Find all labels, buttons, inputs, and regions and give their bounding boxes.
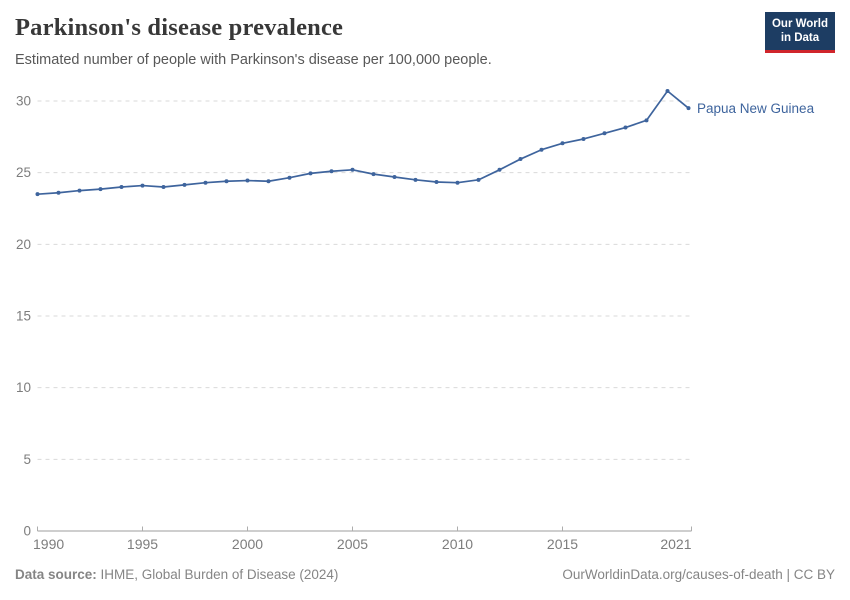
data-point[interactable] [350, 167, 355, 172]
data-point[interactable] [56, 190, 61, 195]
x-tick-label: 2015 [547, 536, 578, 552]
data-point[interactable] [287, 175, 292, 180]
data-point[interactable] [203, 180, 208, 185]
y-tick-label: 15 [16, 309, 31, 324]
data-point[interactable] [497, 167, 502, 172]
data-point[interactable] [560, 141, 565, 146]
x-tick-label: 2010 [442, 536, 473, 552]
y-tick-label: 0 [23, 524, 31, 539]
y-tick-label: 30 [16, 94, 31, 109]
owid-logo-line2: in Data [780, 31, 820, 44]
data-point[interactable] [455, 180, 460, 185]
data-point[interactable] [245, 178, 250, 183]
data-point[interactable] [119, 185, 124, 190]
data-point[interactable] [665, 88, 670, 93]
data-source-label: Data source: [15, 567, 97, 582]
data-source: Data source: IHME, Global Burden of Dise… [15, 566, 338, 583]
x-tick-label: 2000 [232, 536, 263, 552]
data-point[interactable] [98, 187, 103, 192]
y-tick-label: 5 [23, 452, 31, 467]
data-point[interactable] [182, 182, 187, 187]
x-tick-label: 1995 [127, 536, 158, 552]
data-point[interactable] [602, 131, 607, 136]
data-point[interactable] [140, 183, 145, 188]
data-point[interactable] [77, 188, 82, 193]
data-point[interactable] [644, 118, 649, 123]
data-point[interactable] [623, 125, 628, 130]
data-point[interactable] [434, 179, 439, 184]
owid-logo-line1: Our World [771, 18, 828, 30]
entity-label[interactable]: Papua New Guinea [697, 101, 815, 116]
page-subtitle: Estimated number of people with Parkinso… [15, 52, 492, 68]
data-point[interactable] [308, 171, 313, 176]
data-point[interactable] [329, 169, 334, 174]
footer: Data source: IHME, Global Burden of Dise… [15, 566, 835, 583]
data-point[interactable] [392, 174, 397, 179]
data-point[interactable] [371, 172, 376, 177]
data-point[interactable] [413, 177, 418, 182]
data-line[interactable] [36, 90, 690, 196]
data-point[interactable] [581, 136, 586, 141]
data-point[interactable] [518, 157, 523, 162]
data-point[interactable] [686, 106, 691, 111]
data-point[interactable] [266, 179, 271, 184]
data-point[interactable] [35, 192, 40, 197]
data-point[interactable] [476, 177, 481, 182]
owid-logo[interactable]: Our World in Data [764, 12, 835, 53]
y-tick-label: 10 [16, 380, 31, 395]
y-tick-label: 20 [16, 237, 31, 252]
page-title: Parkinson's disease prevalence [15, 14, 344, 41]
x-tick-label: 2021 [660, 536, 691, 552]
header: Parkinson's disease prevalence Estimated… [0, 0, 850, 78]
y-tick-label: 25 [16, 165, 31, 180]
data-point[interactable] [161, 185, 166, 190]
x-tick-label: 2005 [337, 536, 368, 552]
data-point[interactable] [539, 147, 544, 152]
credit-link[interactable]: OurWorldinData.org/causes-of-death | CC … [562, 567, 835, 582]
data-point[interactable] [224, 179, 229, 184]
x-tick-label: 1990 [33, 536, 64, 552]
data-source-text: IHME, Global Burden of Disease (2024) [96, 567, 339, 582]
